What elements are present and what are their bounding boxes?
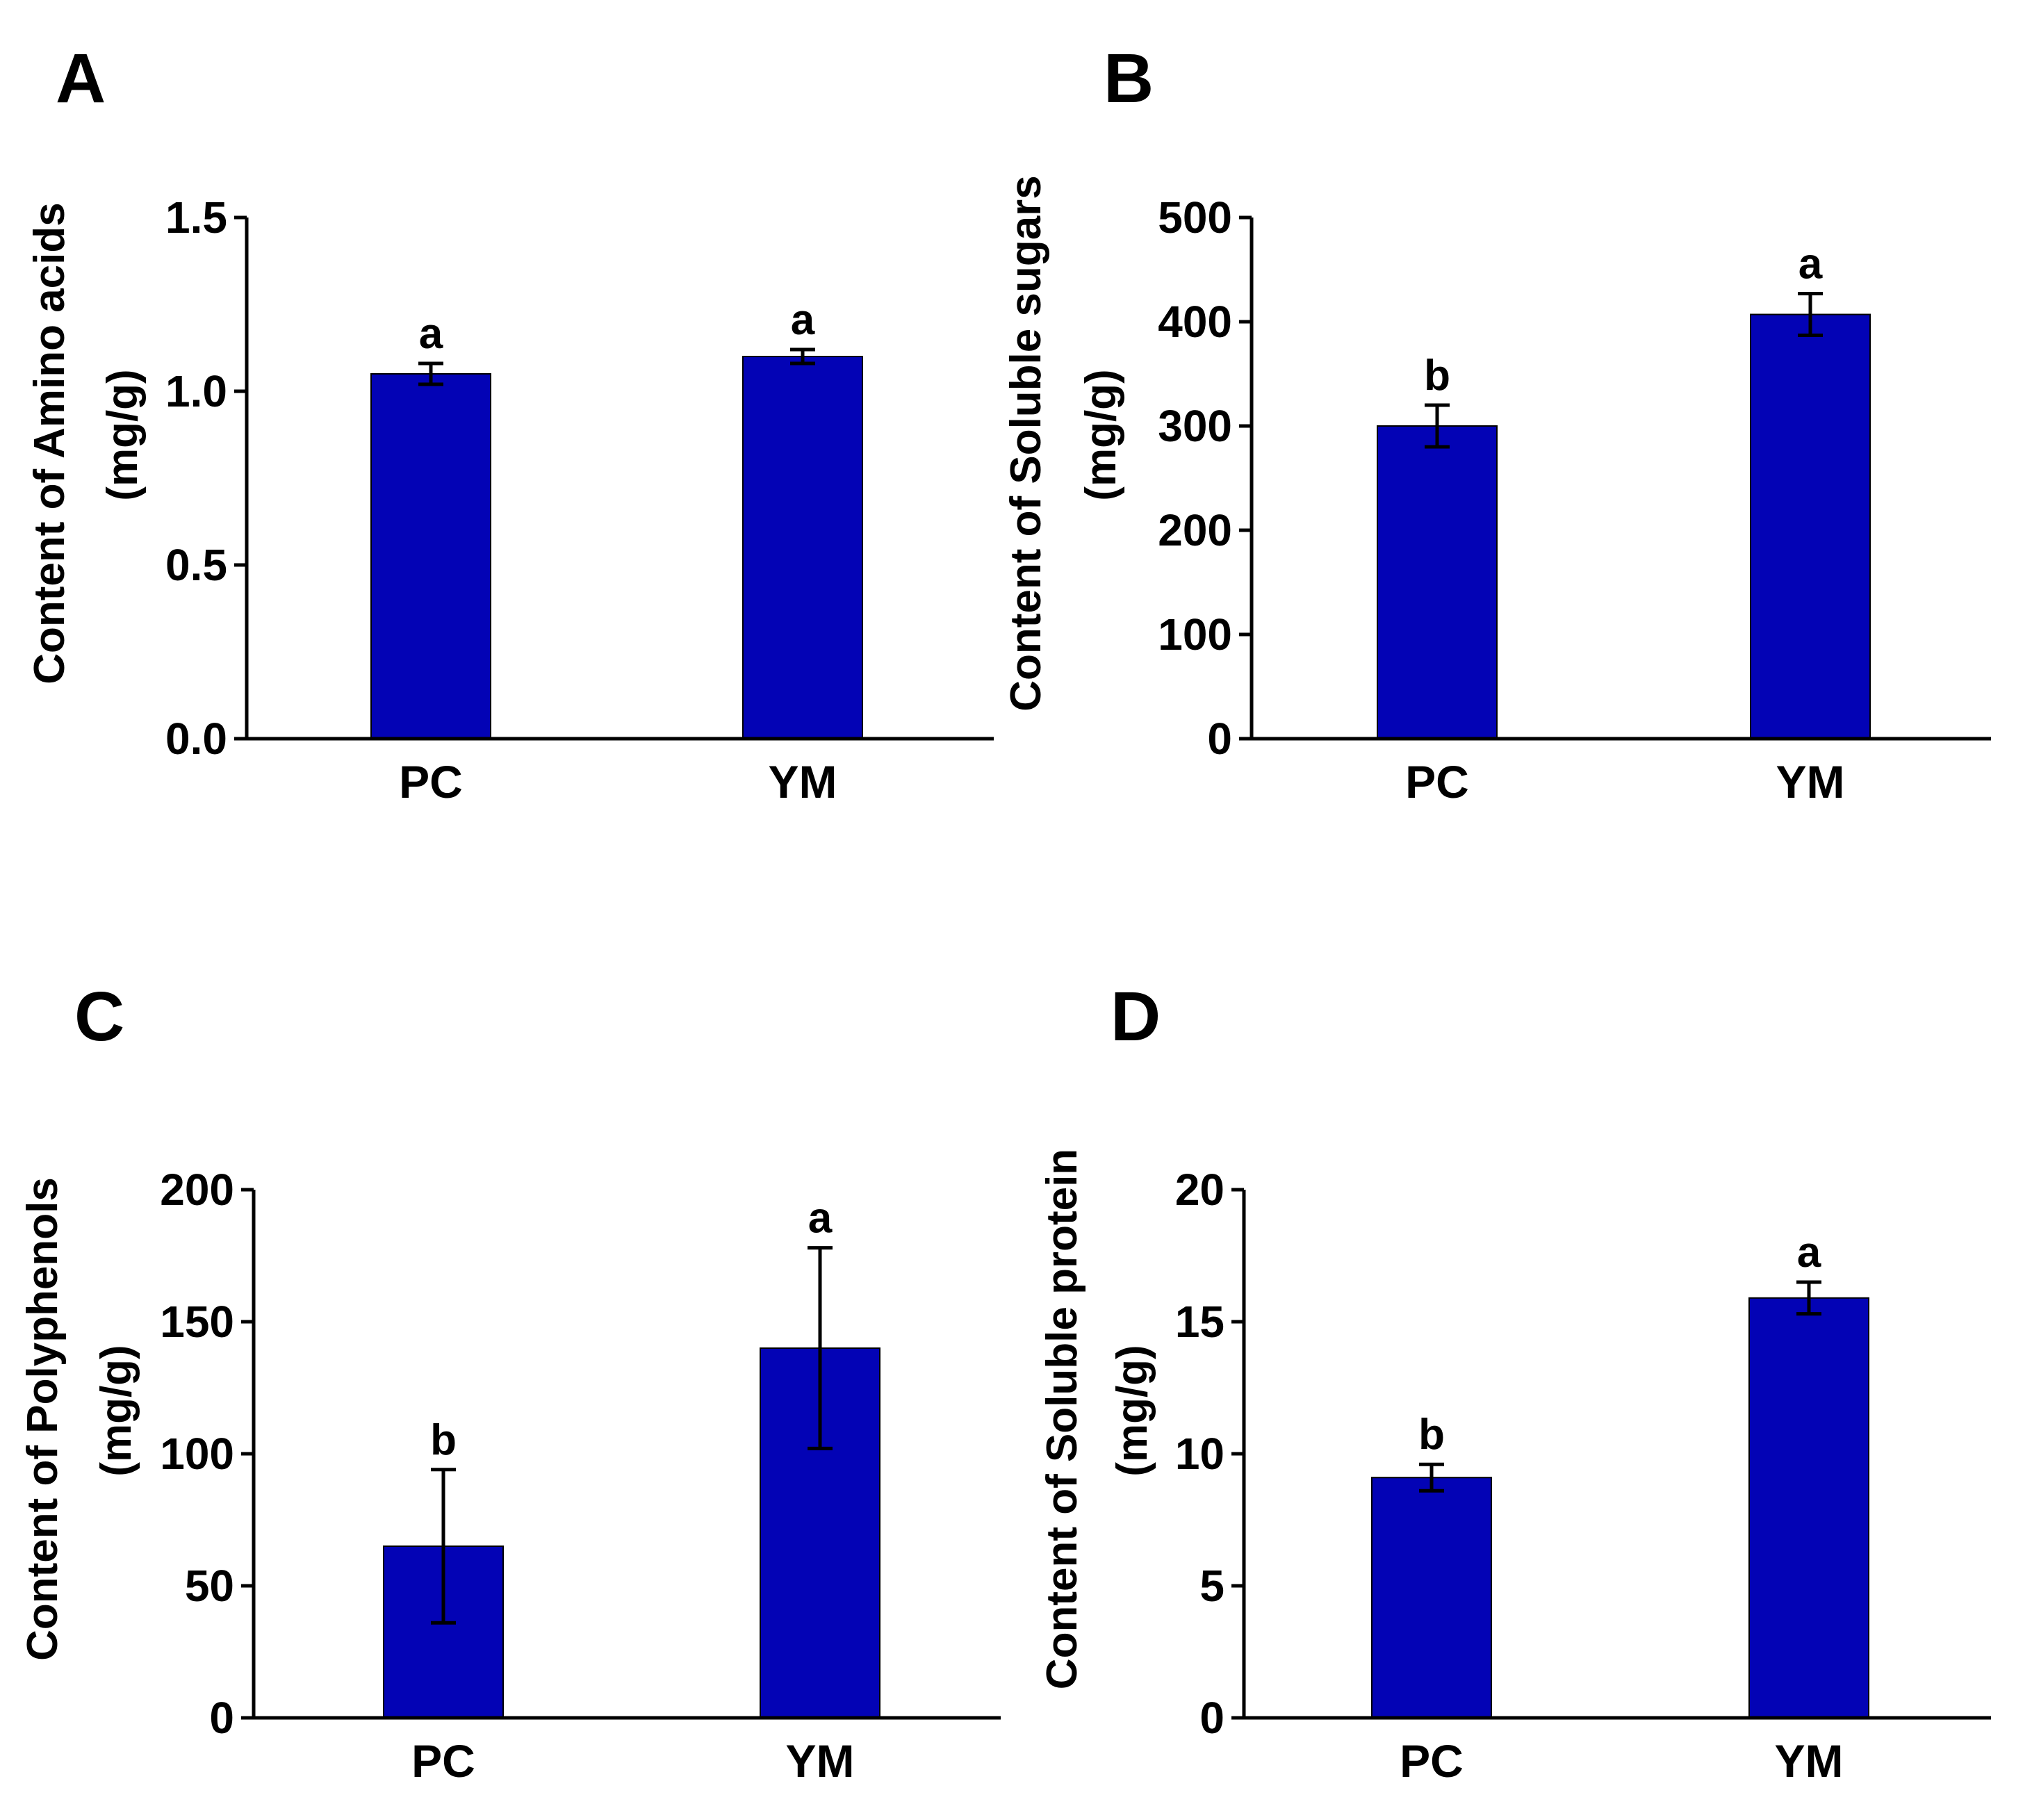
x-tick-label: YM — [769, 756, 837, 807]
y-tick-label: 15 — [1175, 1297, 1224, 1347]
y-tick-label: 10 — [1175, 1429, 1224, 1479]
y-tick-label: 0 — [1199, 1693, 1224, 1743]
error-bar — [1798, 292, 1823, 337]
x-tick-label: YM — [786, 1735, 855, 1787]
bar-pc — [1377, 425, 1498, 739]
y-tick-label: 400 — [1158, 297, 1232, 347]
y-axis-unit: (mg/g) — [92, 1345, 140, 1476]
y-tick-label: 300 — [1158, 401, 1232, 451]
significance-letter: a — [1799, 240, 1823, 288]
bar-pc — [1371, 1477, 1492, 1719]
y-tick-label: 500 — [1158, 192, 1232, 243]
error-bar — [1425, 403, 1450, 449]
panel-d: Db PC a YM 0 5 10 15 20 Content of Soluble protei… — [1038, 978, 1991, 1787]
panel-label: D — [1111, 978, 1161, 1056]
y-axis-title: Content of Soluble protein — [1038, 1149, 1086, 1689]
x-tick-label: PC — [399, 756, 463, 807]
bar-ym — [742, 356, 863, 739]
y-tick-label: 0.0 — [165, 714, 227, 764]
bar-pc — [370, 373, 491, 739]
significance-letter: b — [1424, 352, 1450, 400]
x-tick-label: PC — [1405, 756, 1469, 807]
y-axis-unit: (mg/g) — [99, 369, 147, 500]
y-tick-label: 200 — [160, 1165, 234, 1215]
error-bar — [431, 1468, 456, 1625]
significance-letter: b — [1418, 1411, 1445, 1459]
x-tick-label: PC — [411, 1735, 475, 1787]
bar-ym — [1750, 313, 1871, 739]
y-tick-label: 100 — [1158, 609, 1232, 659]
significance-letter: b — [430, 1416, 457, 1464]
panel-label: C — [74, 978, 124, 1056]
y-tick-label: 50 — [185, 1561, 234, 1611]
panel-label: A — [56, 40, 106, 117]
error-bar — [1796, 1280, 1821, 1316]
significance-letter: a — [419, 310, 443, 358]
y-axis-title: Content of Amino acids — [26, 202, 74, 684]
y-axis-title: Content of Polyphenols — [19, 1177, 67, 1661]
significance-letter: a — [1797, 1229, 1821, 1277]
y-tick-label: 100 — [160, 1429, 234, 1479]
y-tick-label: 0.5 — [165, 540, 227, 590]
y-tick-label: 0 — [209, 1693, 234, 1743]
bar-ym — [1748, 1297, 1869, 1719]
y-axis-title: Content of Soluble sugars — [1002, 175, 1050, 712]
y-tick-label: 1.0 — [165, 366, 227, 416]
y-tick-label: 0 — [1207, 714, 1232, 764]
error-bar — [1419, 1462, 1444, 1493]
x-tick-label: PC — [1400, 1735, 1464, 1787]
panel-b: Bb PC a YM 0 100 200 300 400 500 Content of Solubl… — [1002, 40, 1991, 807]
panel-c: Cb PC a YM 0 50 100 150 200 Content of Polyphenol… — [19, 978, 1001, 1787]
significance-letter: a — [808, 1195, 833, 1243]
error-bar — [418, 361, 443, 386]
x-tick-label: YM — [1775, 1735, 1844, 1787]
y-tick-label: 5 — [1199, 1561, 1224, 1611]
error-bar — [808, 1246, 833, 1450]
y-tick-label: 150 — [160, 1297, 234, 1347]
y-tick-label: 200 — [1158, 505, 1232, 555]
y-axis-unit: (mg/g) — [1077, 369, 1125, 500]
y-tick-label: 20 — [1175, 1165, 1224, 1215]
y-tick-label: 1.5 — [165, 192, 227, 243]
error-bar — [790, 347, 815, 366]
panel-label: B — [1104, 40, 1154, 117]
panel-a: Aa PC a YM 0.0 0.5 1.0 1.5 Content of Amino acid… — [26, 40, 994, 807]
x-tick-label: YM — [1776, 756, 1845, 807]
y-axis-unit: (mg/g) — [1108, 1345, 1156, 1476]
significance-letter: a — [791, 296, 815, 344]
